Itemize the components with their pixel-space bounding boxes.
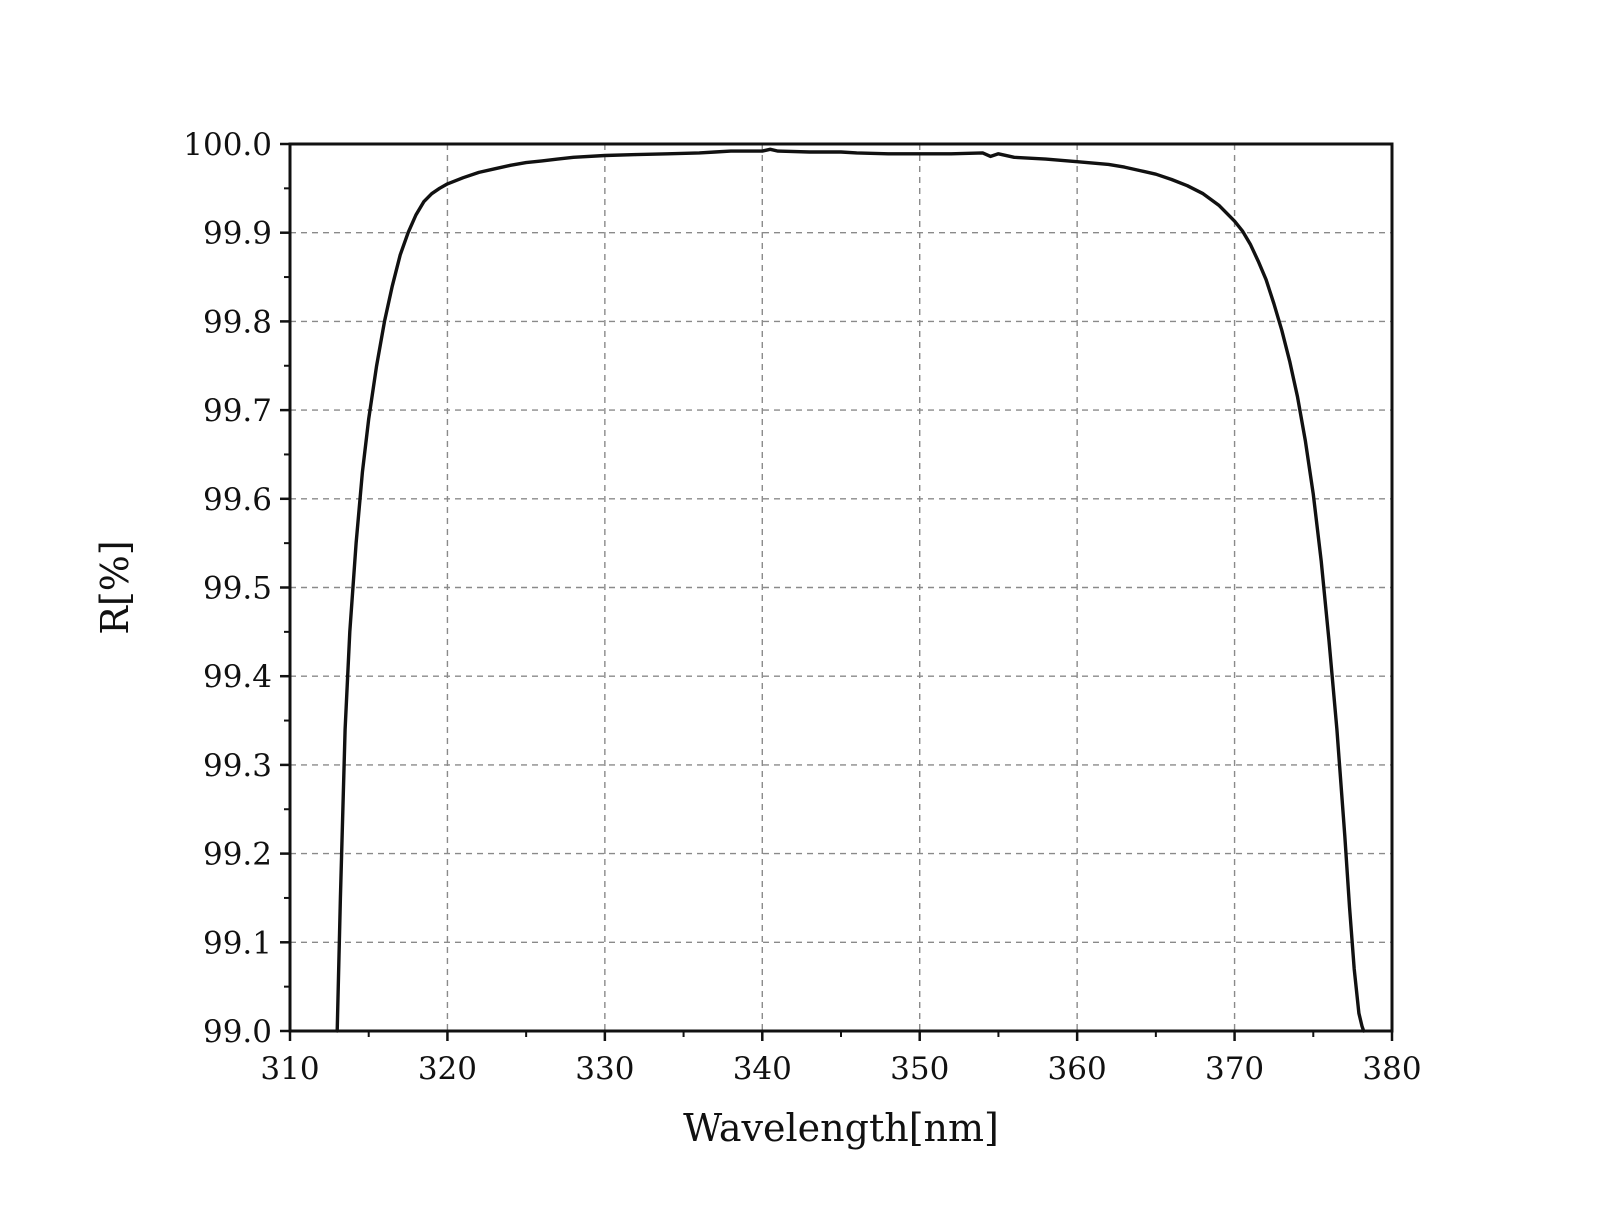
axes [280,142,1394,1041]
series-layer [335,147,1366,1033]
x-tick-label: 330 [575,1051,634,1087]
y-axis-title: R[%] [93,540,137,634]
y-tick-label: 99.7 [203,393,272,429]
x-tick-label: 380 [1362,1051,1421,1087]
x-tick-label: 310 [260,1051,319,1087]
reflectance-series-line [335,147,1366,1033]
y-tick-label: 99.6 [203,482,272,518]
x-tick-label: 370 [1205,1051,1264,1087]
y-tick-label: 99.3 [203,748,272,784]
x-axis-title: Wavelength[nm] [683,1106,999,1150]
y-tick-label: 100.0 [183,127,272,163]
y-tick-label: 99.9 [203,216,272,252]
y-tick-label: 99.2 [203,837,272,873]
x-tick-label: 320 [418,1051,477,1087]
x-tick-label: 340 [733,1051,792,1087]
grid-lines [290,144,1392,1031]
tick-labels: 310 320 330 340 350 360 370 380 99.0 99.1 99.2 99.3… [183,127,1421,1087]
x-tick-label: 350 [890,1051,949,1087]
y-tick-label: 99.1 [203,925,272,961]
y-tick-label: 99.0 [203,1014,272,1050]
y-tick-label: 99.8 [203,304,272,340]
x-tick-label: 360 [1048,1051,1107,1087]
y-tick-label: 99.5 [203,571,272,607]
y-tick-label: 99.4 [203,659,272,695]
